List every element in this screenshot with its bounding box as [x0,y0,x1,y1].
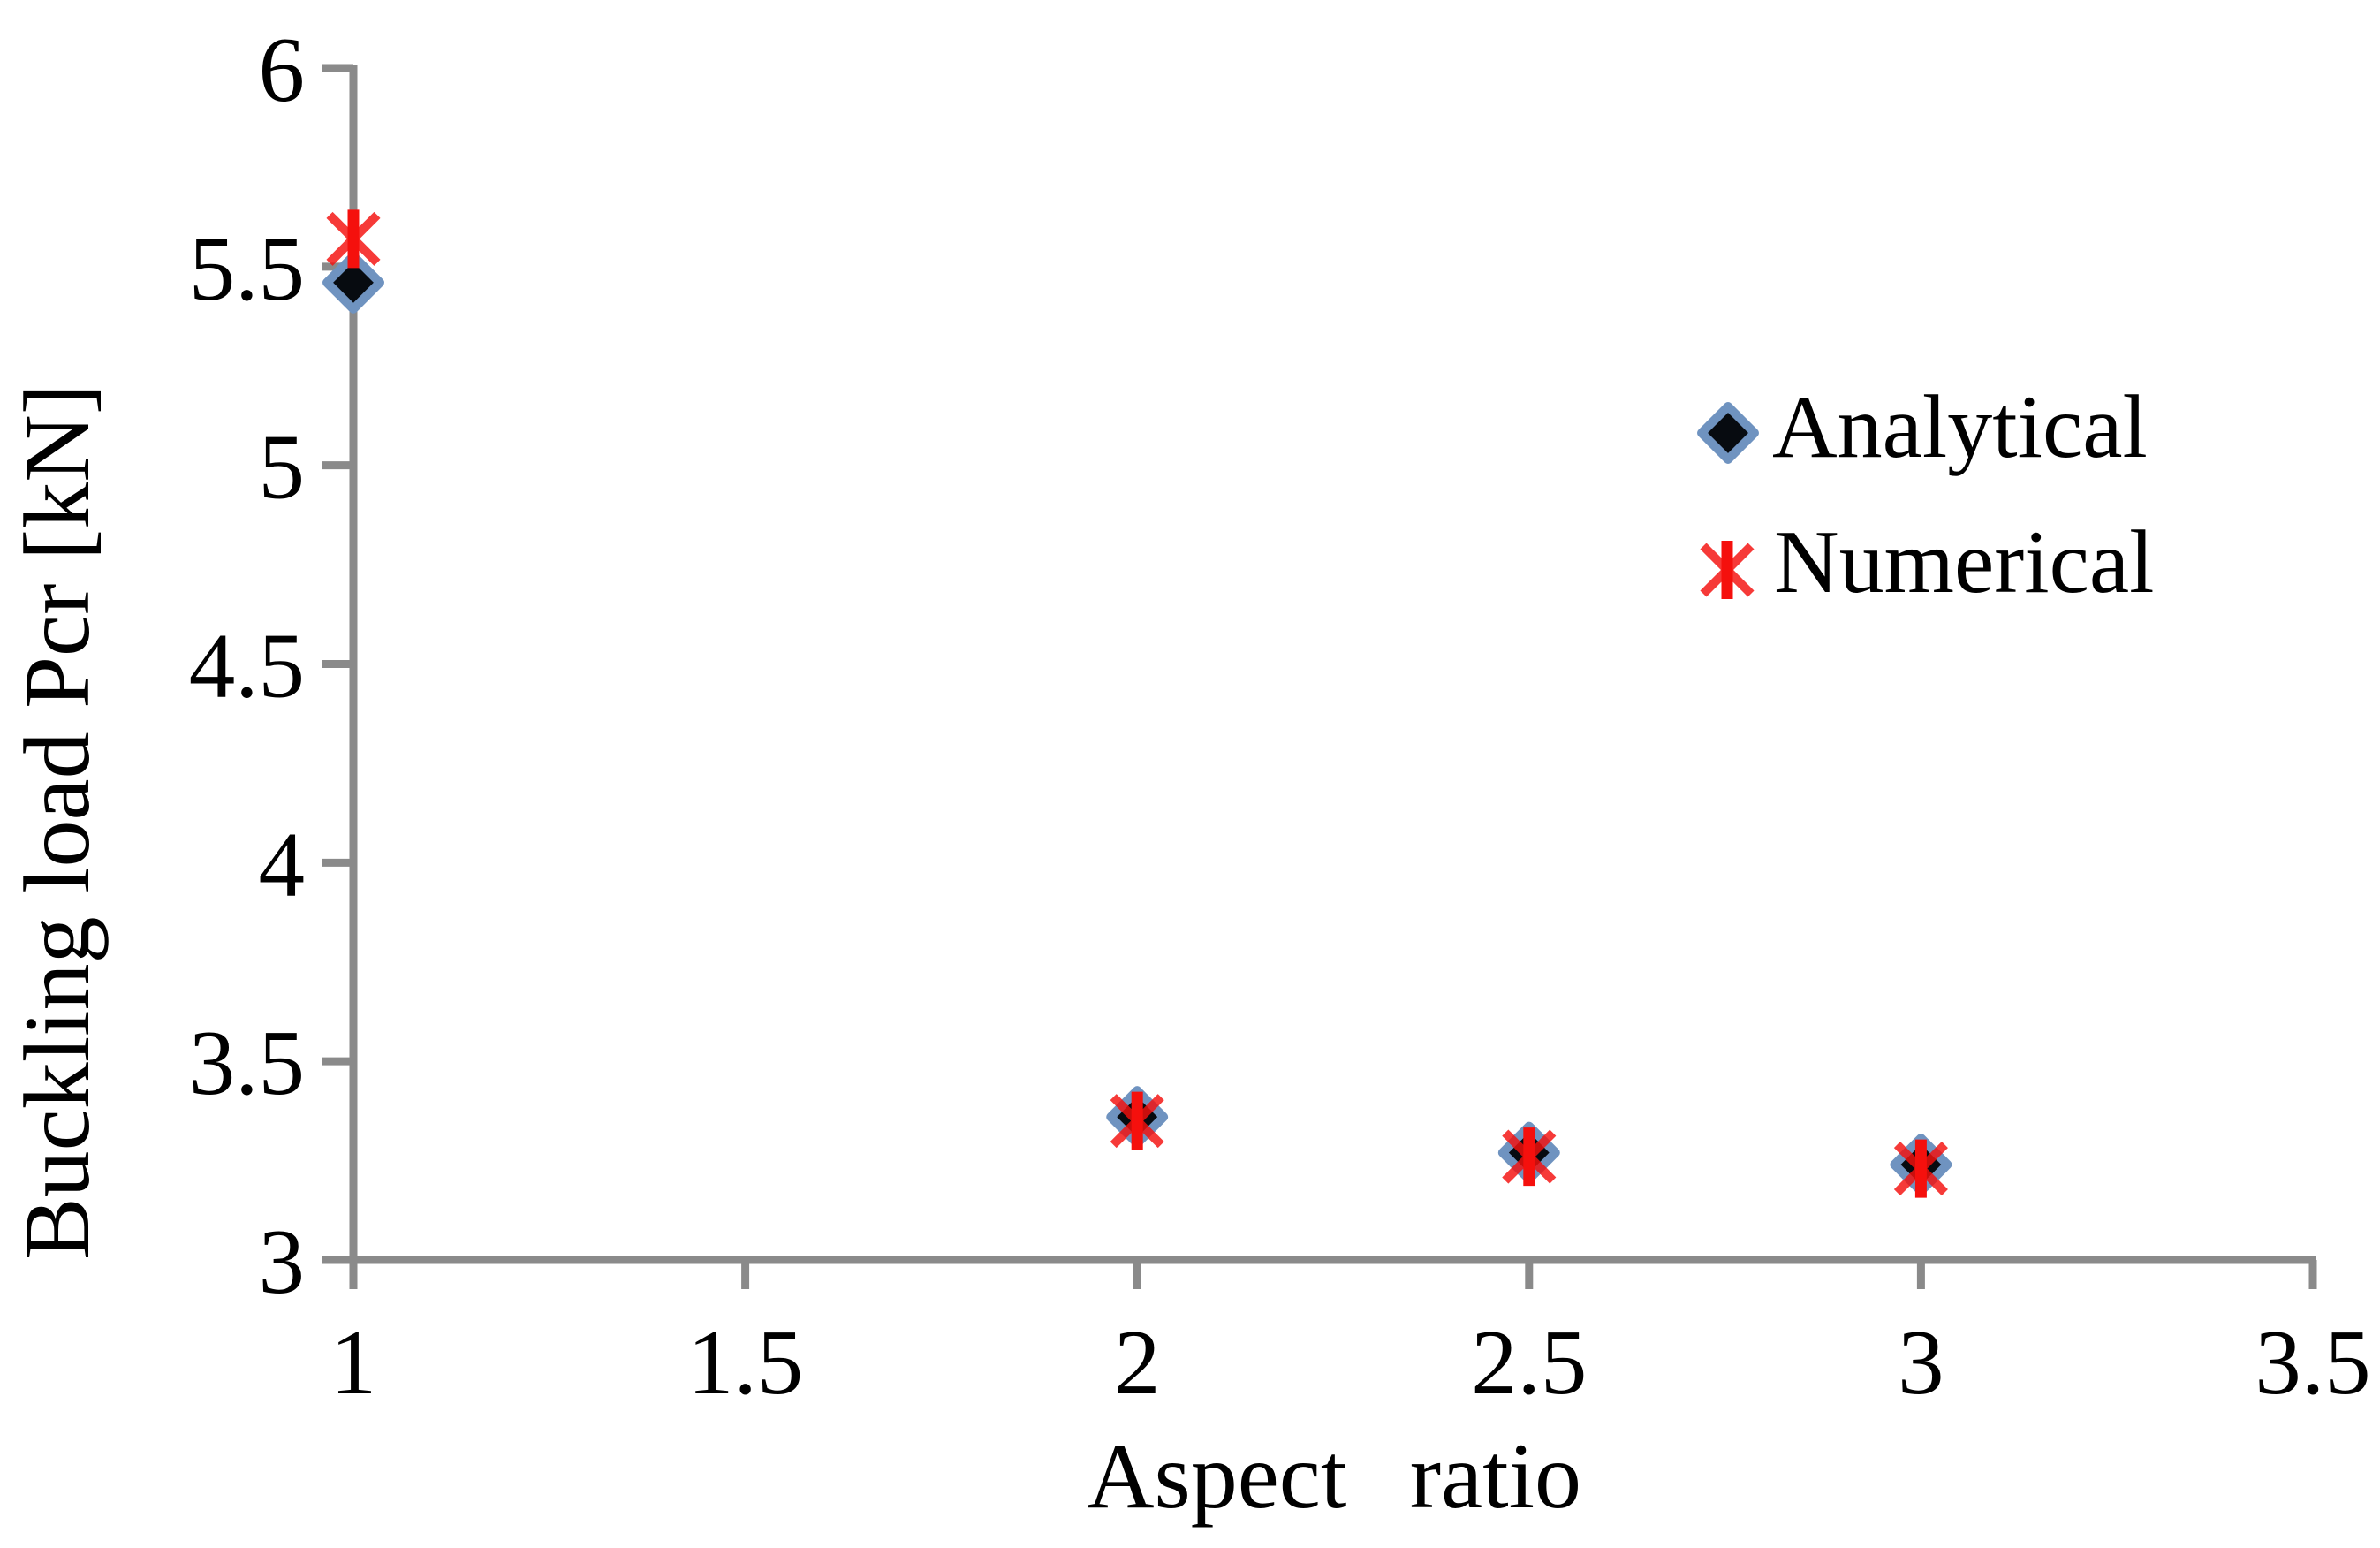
x-tick-label: 1 [330,1310,377,1414]
y-tick-label: 5.5 [189,216,305,320]
plot-area: 65.554.543.531 1.5 2 2.5 3 3.5 [189,18,2371,1414]
y-tick-label: 3.5 [189,1011,305,1114]
x-axis-title: Aspect ratio [1087,1424,1581,1528]
numerical-asterisk-marker [1502,1127,1557,1187]
y-tick-label: 3 [259,1210,306,1313]
legend-label-analytical: Analytical [1772,377,2148,477]
analytical-diamond-marker [322,251,384,314]
numerical-asterisk-marker [1893,1139,1948,1198]
numerical-asterisk-marker [1700,541,1755,599]
y-tick-label: 5 [259,415,306,519]
y-tick-label: 4 [259,812,306,915]
analytical-diamond-marker [1697,402,1759,464]
y-tick-label: 6 [259,18,306,121]
x-tick-label: 1.5 [687,1310,803,1414]
x-tick-label: 3.5 [2255,1310,2370,1414]
numerical-asterisk-marker [1110,1091,1164,1150]
legend-label-numerical: Numerical [1774,512,2154,612]
y-axis-title: Buckling load Pcr [kN] [5,383,109,1260]
y-tick-label: 4.5 [189,613,305,717]
numerical-asterisk-marker [326,209,381,269]
x-tick-label: 2 [1114,1310,1161,1414]
x-tick-label: 2.5 [1471,1310,1587,1414]
x-tick-label: 3 [1898,1310,1944,1414]
